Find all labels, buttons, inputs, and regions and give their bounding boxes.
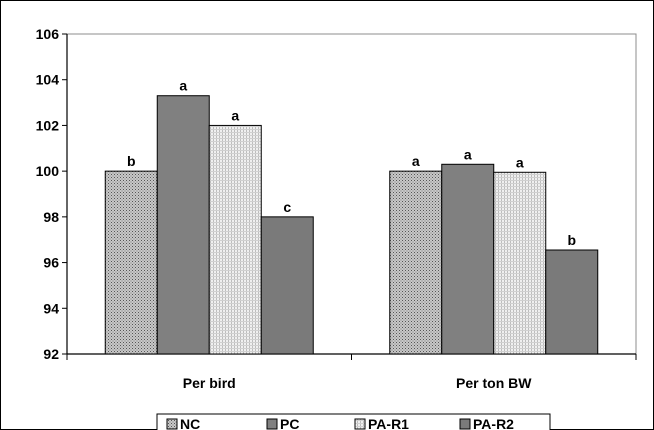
- bar: [260, 216, 314, 355]
- data-label: a: [179, 78, 187, 94]
- x-tick-label: Per bird: [183, 375, 236, 391]
- legend-swatch: [459, 418, 471, 430]
- y-tick-label: 92: [43, 346, 59, 362]
- legend-swatch: [354, 418, 366, 430]
- data-label: a: [231, 107, 239, 123]
- bar: [545, 249, 599, 355]
- bar: [389, 170, 443, 355]
- legend-label: PC: [280, 416, 299, 430]
- data-label: c: [283, 199, 291, 215]
- legend-swatch: [266, 418, 278, 430]
- y-tick-label: 102: [36, 117, 60, 133]
- bar: [208, 124, 262, 355]
- y-tick-label: 94: [43, 300, 59, 316]
- x-tick-label: Per ton BW: [456, 375, 532, 391]
- data-label: a: [412, 153, 420, 169]
- bar: [441, 163, 495, 355]
- data-label: a: [516, 154, 524, 170]
- bar: [156, 95, 210, 355]
- data-label: b: [567, 232, 576, 248]
- data-label: a: [464, 146, 472, 162]
- y-tick-label: 98: [43, 209, 59, 225]
- data-label: b: [127, 153, 136, 169]
- legend: [156, 413, 551, 430]
- bar: [104, 170, 158, 355]
- y-tick-label: 106: [36, 26, 60, 42]
- y-tick-label: 96: [43, 255, 59, 271]
- y-tick-label: 100: [36, 163, 60, 179]
- legend-swatch: [166, 418, 178, 430]
- y-tick-label: 104: [36, 72, 60, 88]
- legend-label: PA-R2: [473, 416, 514, 430]
- legend-label: PA-R1: [368, 416, 409, 430]
- bar: [493, 171, 547, 355]
- legend-label: NC: [180, 416, 200, 430]
